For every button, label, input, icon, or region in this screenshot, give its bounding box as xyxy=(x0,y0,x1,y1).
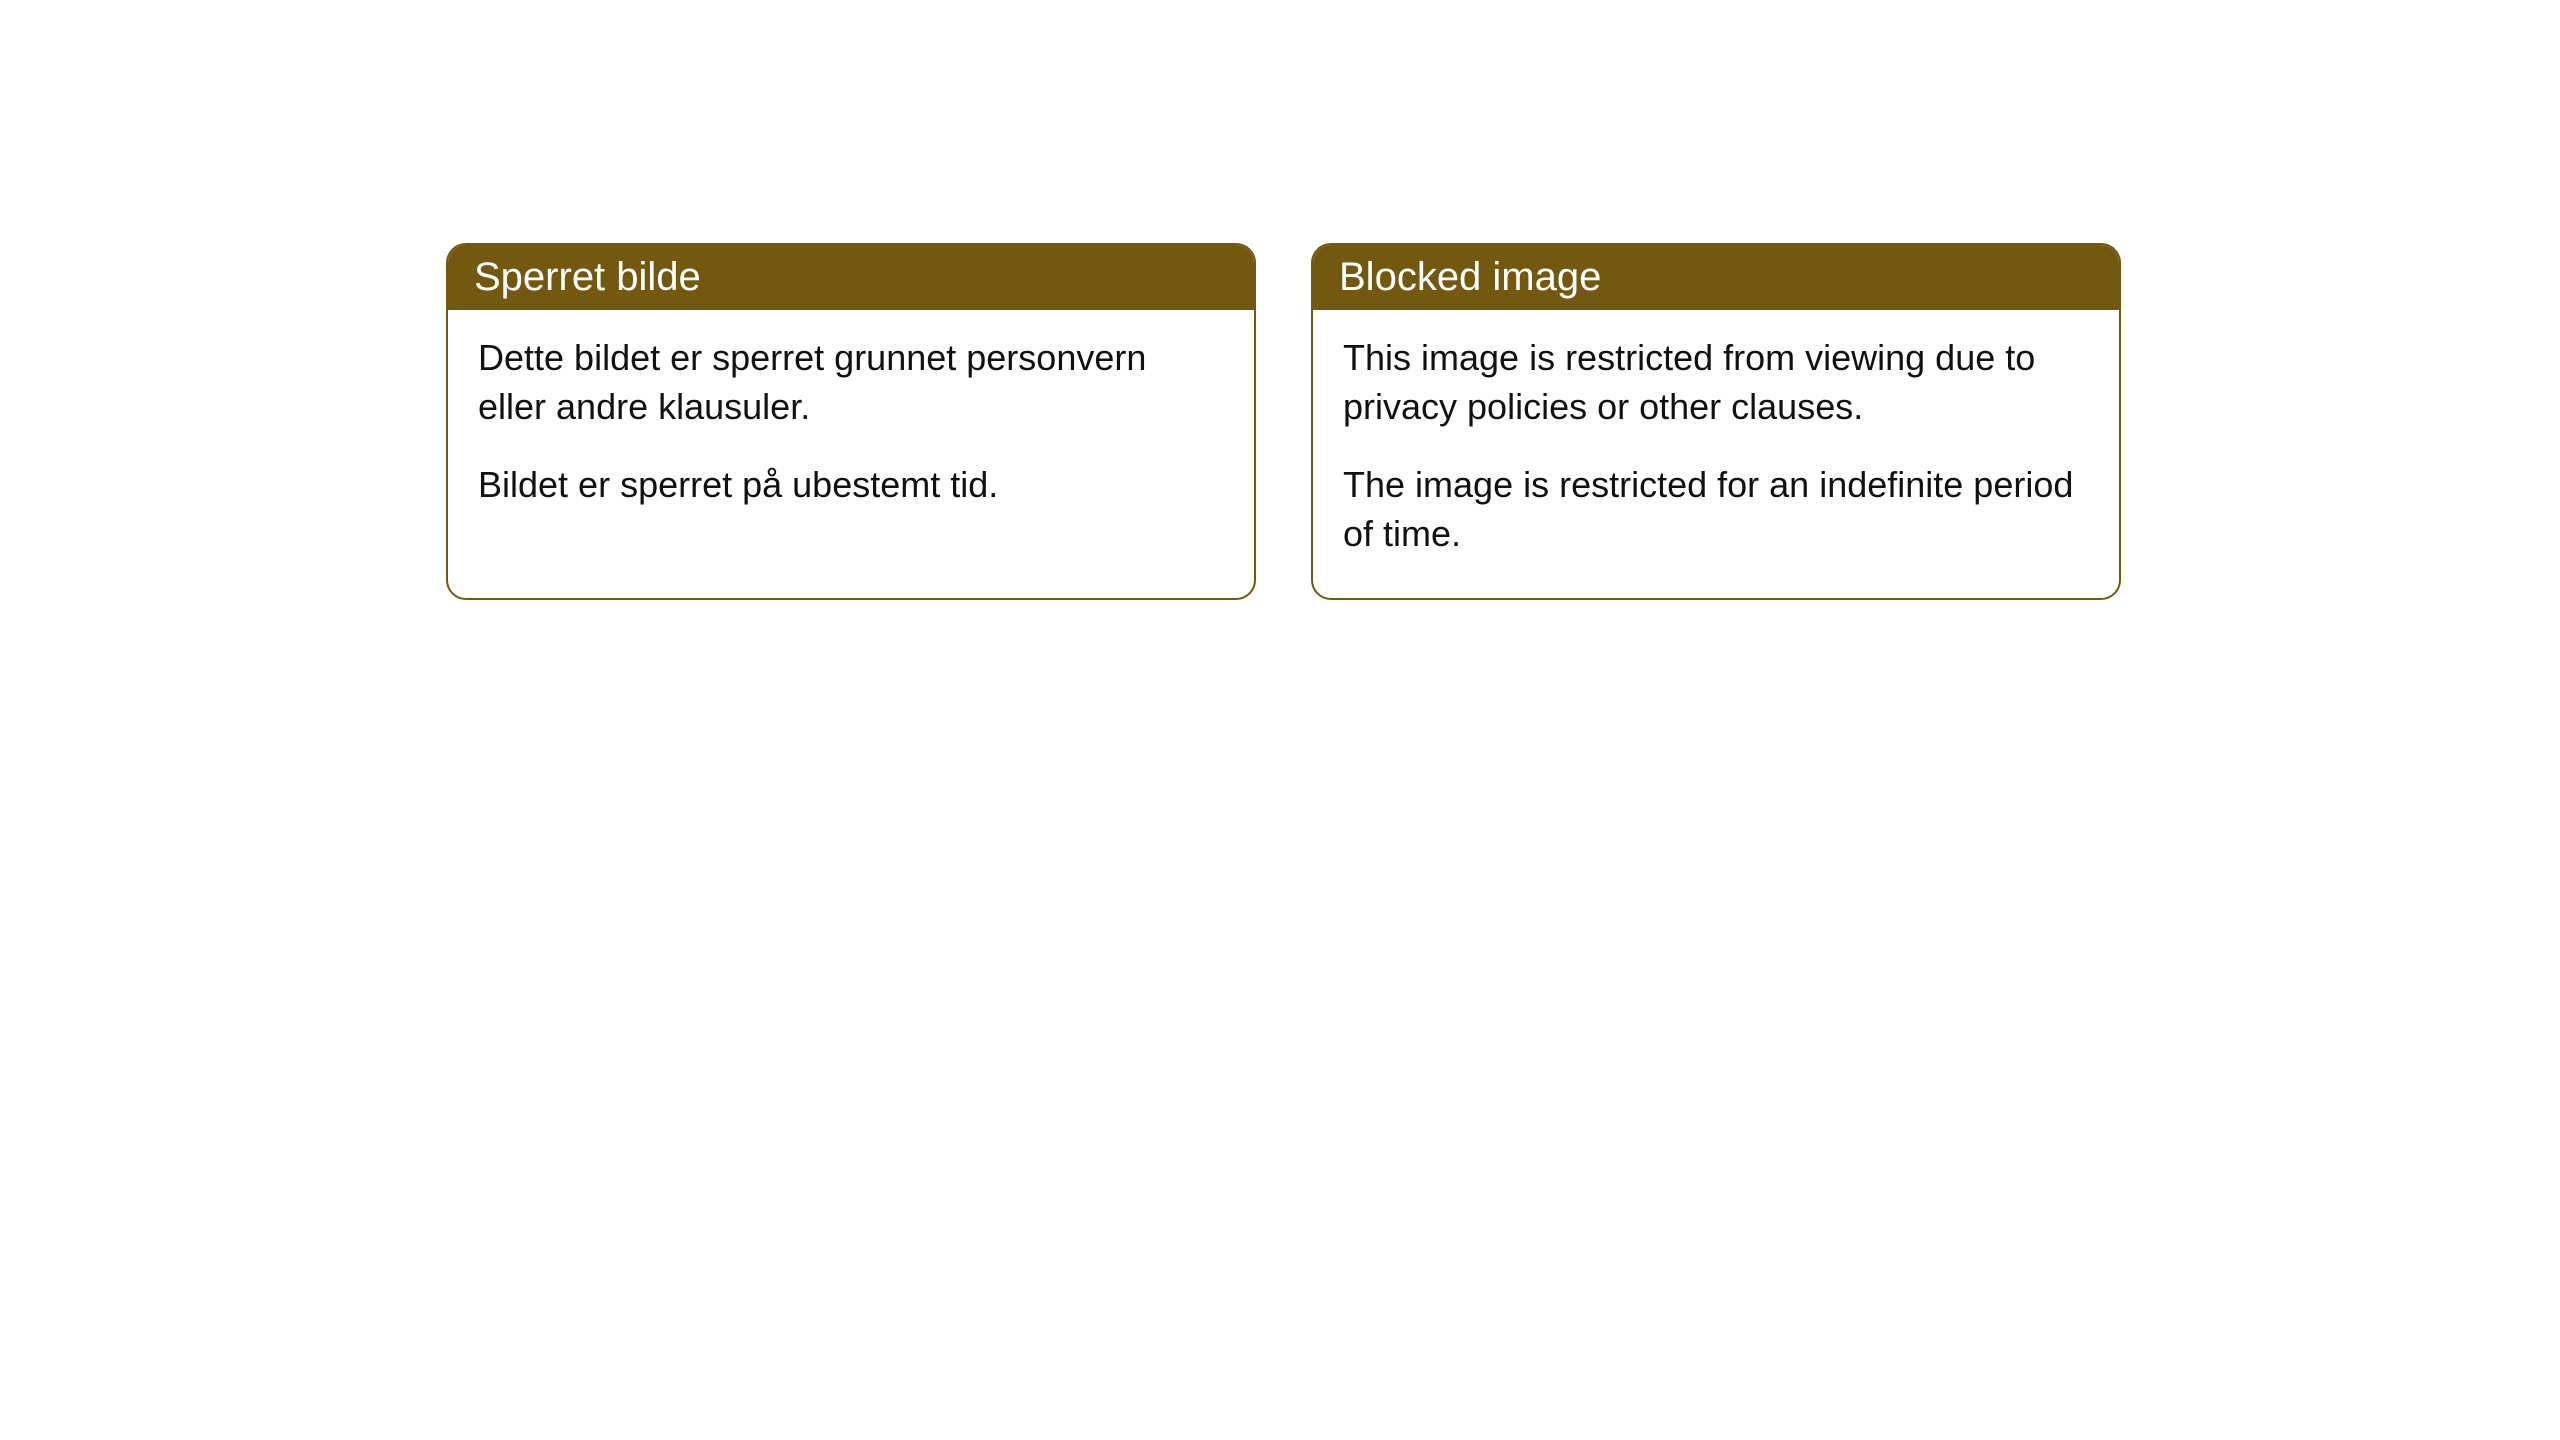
card-paragraph-2-english: The image is restricted for an indefinit… xyxy=(1343,461,2089,558)
card-paragraph-1-norwegian: Dette bildet er sperret grunnet personve… xyxy=(478,334,1224,431)
cards-container: Sperret bilde Dette bildet er sperret gr… xyxy=(446,243,2121,600)
card-english: Blocked image This image is restricted f… xyxy=(1311,243,2121,600)
card-norwegian: Sperret bilde Dette bildet er sperret gr… xyxy=(446,243,1256,600)
card-body-norwegian: Dette bildet er sperret grunnet personve… xyxy=(448,310,1254,550)
card-body-english: This image is restricted from viewing du… xyxy=(1313,310,2119,598)
card-header-english: Blocked image xyxy=(1313,245,2119,310)
card-paragraph-2-norwegian: Bildet er sperret på ubestemt tid. xyxy=(478,461,1224,510)
card-paragraph-1-english: This image is restricted from viewing du… xyxy=(1343,334,2089,431)
card-header-norwegian: Sperret bilde xyxy=(448,245,1254,310)
